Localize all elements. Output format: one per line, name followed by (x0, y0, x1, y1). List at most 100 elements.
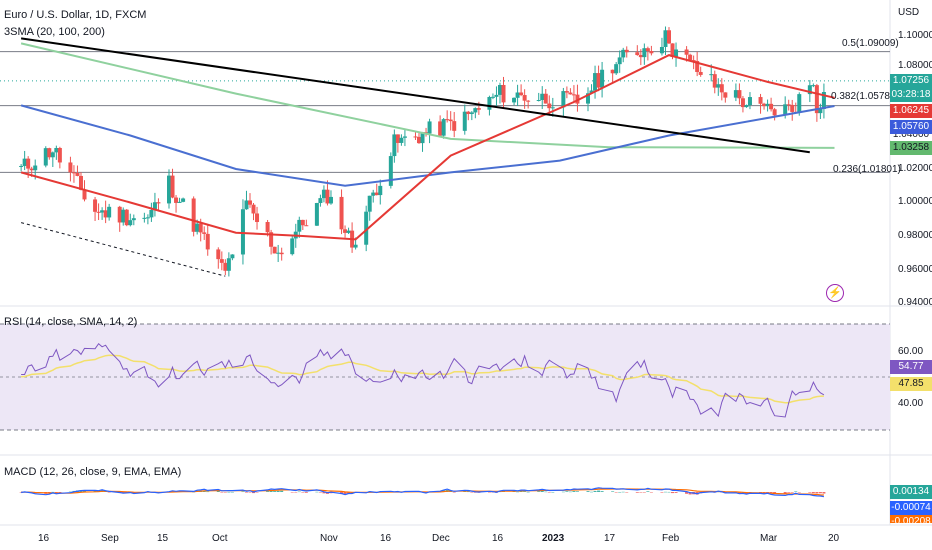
macd-histogram-bar (276, 490, 280, 492)
macd-histogram-bar (315, 491, 319, 493)
candle-body (149, 210, 154, 218)
candle-body (536, 100, 541, 102)
candle-body (712, 74, 717, 88)
candle-body (388, 156, 393, 186)
candle-body (564, 91, 569, 93)
macd-histogram-bar (671, 492, 675, 494)
candle-body (75, 172, 80, 176)
candle-body (762, 103, 767, 107)
macd-histogram-bar (674, 492, 678, 493)
candle-body (202, 232, 207, 234)
macd-histogram-bar (230, 491, 234, 493)
candle-body (497, 84, 502, 95)
candle-body (561, 91, 566, 108)
rsi-title[interactable]: RSI (14, close, SMA, 14, 2) (4, 316, 138, 328)
candle-body (420, 132, 425, 144)
candle-body (279, 252, 284, 255)
candle-body (747, 97, 752, 106)
sma20-line (20, 54, 835, 241)
candle-body (371, 192, 376, 196)
macd-title[interactable]: MACD (12, 26, close, 9, EMA, EMA) (4, 466, 182, 478)
candle-body (452, 121, 457, 131)
rsi-level-40: 40.00 (898, 398, 924, 409)
candle-body (78, 175, 83, 190)
candle-body (353, 244, 358, 248)
rsi-level-60: 60.00 (898, 346, 924, 357)
candle-body (638, 55, 643, 58)
fib-label-05: 0.5(1.09009) (842, 38, 899, 49)
candle-body (107, 206, 112, 218)
macd-histogram-bar (586, 491, 590, 492)
candle-body (663, 30, 668, 47)
candle-body (621, 49, 626, 58)
candle-body (744, 105, 749, 108)
macd-histogram-bar (635, 492, 639, 493)
candle-body (790, 104, 795, 112)
rsi-value-badge: 54.77 (890, 360, 932, 374)
x-tick-2023: 2023 (542, 533, 565, 544)
candle-body (219, 259, 224, 263)
lightning-icon[interactable]: ⚡ (826, 284, 844, 302)
macd-histogram-bar (547, 492, 551, 493)
macd-line (20, 487, 825, 498)
macd-histogram-bar (318, 492, 322, 493)
candle-body (624, 49, 629, 53)
sma100-badge: 1.05760 (890, 120, 932, 134)
macd-histogram-bar (58, 492, 62, 493)
candle-body (223, 262, 228, 271)
y-tick-0.96000: 0.96000 (898, 264, 932, 275)
macd-line-badge: -0.00074 (890, 501, 932, 515)
macd-histogram-bar (794, 491, 798, 492)
macd-histogram-bar (537, 491, 541, 492)
candle-body (50, 152, 55, 158)
candle-body (659, 46, 664, 54)
candle-body (666, 30, 671, 44)
indicator-label[interactable]: 3SMA (20, 100, 200) (4, 26, 105, 38)
candle-body (265, 222, 270, 233)
y-tick-0.98000: 0.98000 (898, 230, 932, 241)
candle-body (769, 103, 774, 110)
x-tick-mar: Mar (760, 533, 778, 544)
x-tick-20-mar: 20 (828, 533, 840, 544)
candle-body (191, 198, 196, 232)
macd-histogram-bar (551, 491, 555, 493)
candle-body (670, 43, 675, 58)
candle-body (487, 97, 492, 110)
candle-body (22, 158, 27, 166)
macd-histogram-bar (769, 492, 773, 494)
macd-histogram-bar (523, 491, 527, 492)
candle-body (522, 95, 527, 101)
candle-body (600, 69, 605, 88)
candle-body (269, 232, 274, 247)
candle-body (392, 134, 397, 157)
candle-body (117, 206, 122, 223)
macd-histogram-bar (790, 492, 794, 493)
candle-body (328, 196, 333, 204)
candle-body (586, 93, 591, 104)
candle-body (216, 249, 221, 260)
macd-histogram-bar (787, 492, 791, 493)
candle-body (614, 64, 619, 74)
candle-body (82, 189, 87, 200)
candle-body (226, 258, 231, 271)
candle-body (247, 200, 252, 205)
candle-body (131, 218, 136, 221)
candle-body (181, 198, 186, 202)
candle-body (476, 108, 481, 110)
fib-label-0382: 0.382(1.05787) (831, 91, 899, 102)
macd-histogram-bar (301, 492, 305, 493)
macd-histogram-bar (575, 491, 579, 492)
candle-body (318, 198, 323, 204)
candle-body (43, 148, 48, 166)
candle-body (547, 103, 552, 109)
macd-histogram-bar (51, 491, 55, 493)
candle-body (346, 230, 351, 233)
candle-body (321, 189, 326, 199)
candle-body (438, 121, 443, 136)
candle-body (33, 165, 38, 171)
macd-histogram-bar (642, 492, 646, 493)
candle-body (152, 202, 157, 211)
macd-histogram-bar (783, 492, 787, 494)
currency-label: USD (898, 7, 920, 18)
